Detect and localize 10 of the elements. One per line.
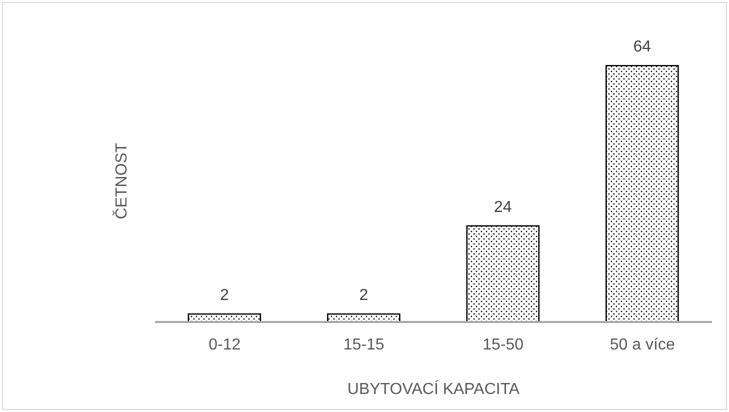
data-label: 64 [633,38,652,56]
x-tick-label: 0-12 [208,336,241,354]
x-tick-label: 15-15 [343,336,384,354]
y-axis-title: ČETNOST [112,142,131,220]
data-label: 2 [359,286,368,304]
data-label: 24 [494,198,512,216]
data-label: 2 [220,286,229,304]
x-tick-label: 50 a více [610,336,675,354]
x-tick-label: 15-50 [482,336,524,354]
x-axis-title: UBYTOVACÍ KAPACITA [347,380,520,398]
